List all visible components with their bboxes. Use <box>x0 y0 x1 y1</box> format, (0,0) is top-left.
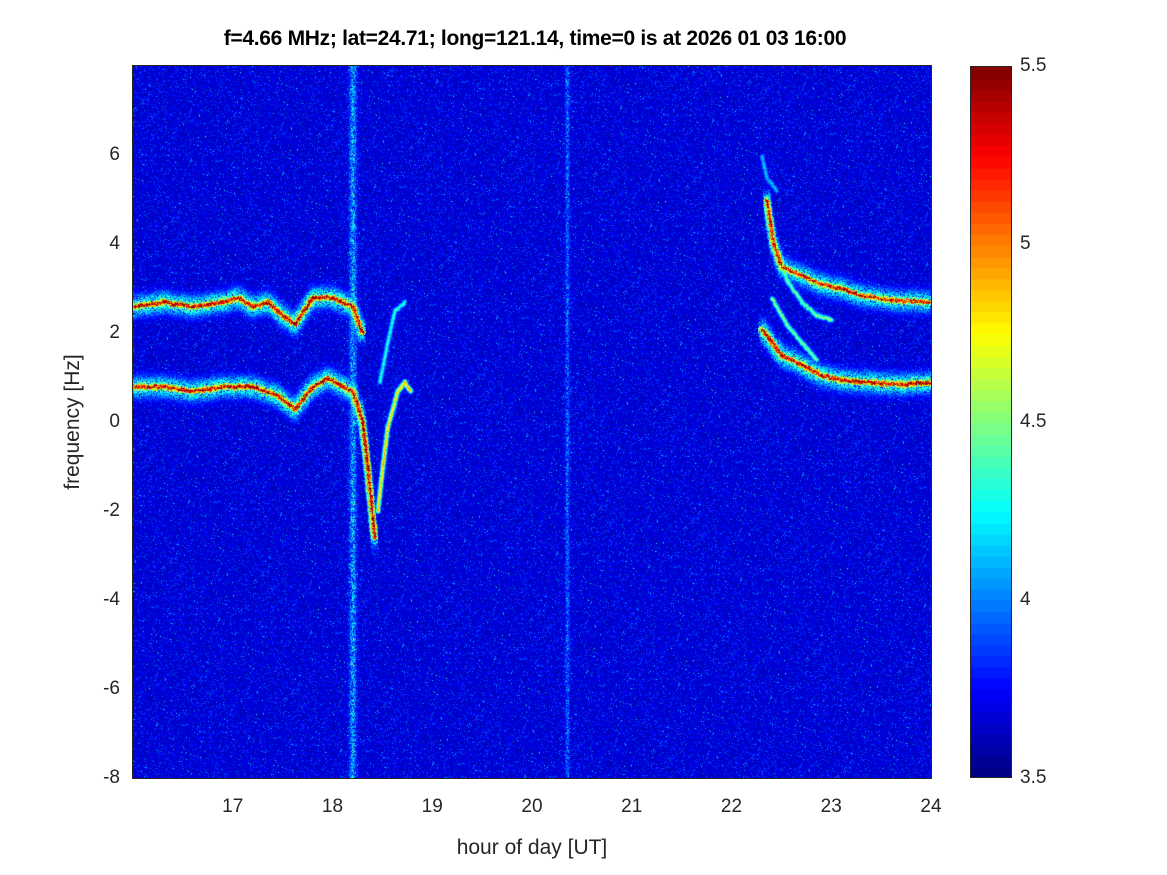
x-tick-label: 20 <box>521 796 543 817</box>
y-tick-label: -2 <box>103 500 120 521</box>
colorbar-tick-label: 5 <box>1020 233 1031 254</box>
x-axis-label: hour of day [UT] <box>456 836 608 859</box>
y-tick-label: -6 <box>103 678 120 699</box>
colorbar <box>970 66 1012 778</box>
x-tick-label: 19 <box>421 796 443 817</box>
y-tick-label: 0 <box>109 411 120 432</box>
y-tick-label: 4 <box>109 233 120 254</box>
colorbar-tick-label: 4.5 <box>1020 411 1047 432</box>
x-tick-label: 18 <box>321 796 344 817</box>
x-tick-label: 22 <box>720 796 743 817</box>
chart-title: f=4.66 MHz; lat=24.71; long=121.14, time… <box>223 27 847 50</box>
y-tick-label: 6 <box>109 144 120 165</box>
x-tick-label: 24 <box>920 796 942 817</box>
x-tick-label: 21 <box>621 796 643 817</box>
y-tick-label: -8 <box>103 767 120 788</box>
colorbar-tick-label: 4 <box>1020 589 1031 610</box>
spectrogram-heatmap <box>133 66 931 778</box>
y-tick-label: -4 <box>103 589 120 610</box>
y-tick-label: 2 <box>109 322 120 343</box>
x-tick-label: 23 <box>820 796 842 817</box>
colorbar-tick-label: 3.5 <box>1020 767 1047 788</box>
x-tick-label: 17 <box>222 796 244 817</box>
colorbar-tick-label: 5.5 <box>1020 55 1047 76</box>
